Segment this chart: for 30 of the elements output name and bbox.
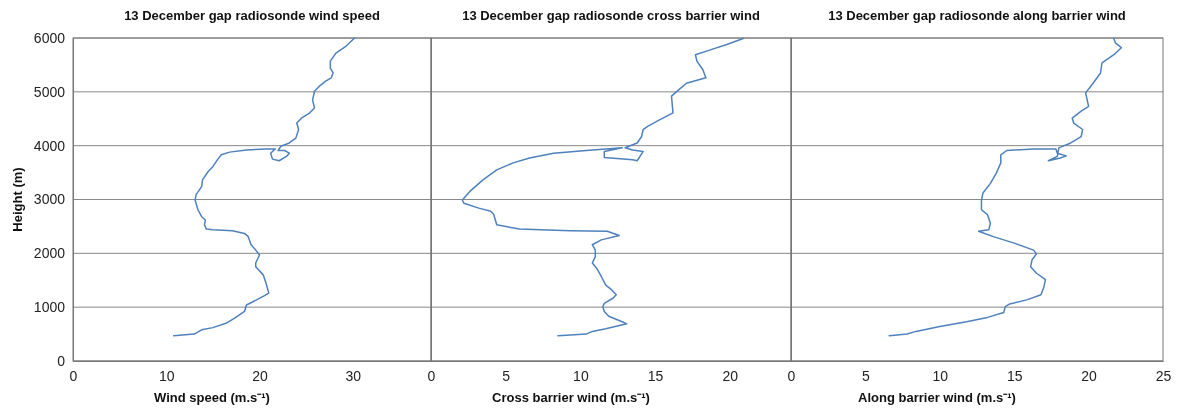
x-tick-label: 10: [573, 367, 589, 384]
y-tick-label: 5000: [33, 83, 66, 100]
x-axis-title: Wind speed (m.s⁻¹): [154, 390, 270, 405]
x-tick-label: 25: [1155, 367, 1172, 384]
y-tick-label: 1000: [33, 299, 66, 316]
x-tick-label: 0: [427, 367, 436, 384]
chart-title: 13 December gap radiosonde along barrier wind: [828, 8, 1126, 23]
x-tick-label: 20: [252, 367, 268, 384]
chart-title: 13 December gap radiosonde cross barrier wind: [462, 8, 760, 23]
line-series: [172, 37, 356, 337]
x-tick-label: 15: [1006, 367, 1023, 384]
y-tick-label: 4000: [33, 137, 66, 154]
x-tick-label: 20: [1081, 367, 1098, 384]
x-tick-label: 0: [787, 367, 796, 384]
x-axis-title: Along barrier wind (m.s⁻¹): [858, 390, 1016, 405]
x-tick-label: 0: [69, 367, 78, 384]
x-tick-label: 10: [932, 367, 949, 384]
y-tick-label: 0: [57, 352, 66, 369]
x-tick-label: 20: [722, 367, 739, 384]
x-axis-title: Cross barrier wind (m.s⁻¹): [492, 390, 650, 405]
y-tick-label: 2000: [33, 245, 66, 262]
y-axis-title: Height (m): [10, 167, 25, 232]
x-tick-label: 5: [502, 367, 511, 384]
x-tick-label: 10: [158, 367, 175, 384]
x-tick-label: 15: [647, 367, 664, 384]
chart-title: 13 December gap radiosonde wind speed: [124, 8, 380, 23]
x-tick-label: 5: [862, 367, 870, 384]
y-tick-label: 3000: [33, 191, 66, 208]
y-tick-label: 6000: [33, 29, 66, 46]
x-tick-label: 30: [345, 367, 362, 384]
